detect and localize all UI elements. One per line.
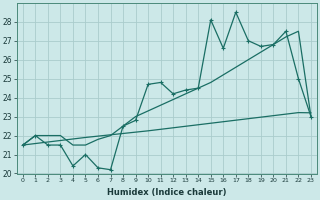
X-axis label: Humidex (Indice chaleur): Humidex (Indice chaleur) (107, 188, 227, 197)
